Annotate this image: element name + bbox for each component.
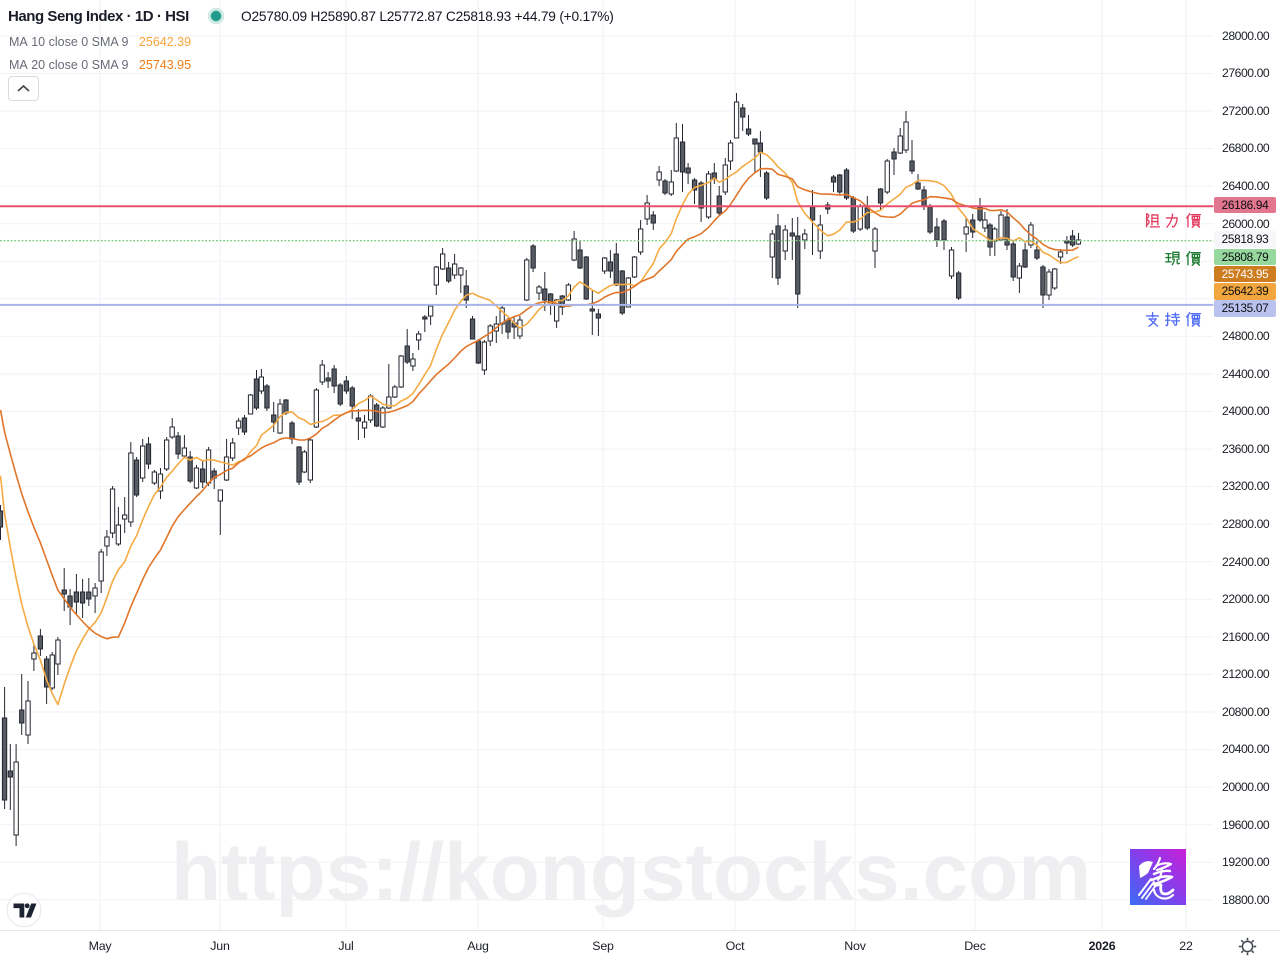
svg-text:https://kongstocks.com: https://kongstocks.com (171, 827, 1091, 918)
